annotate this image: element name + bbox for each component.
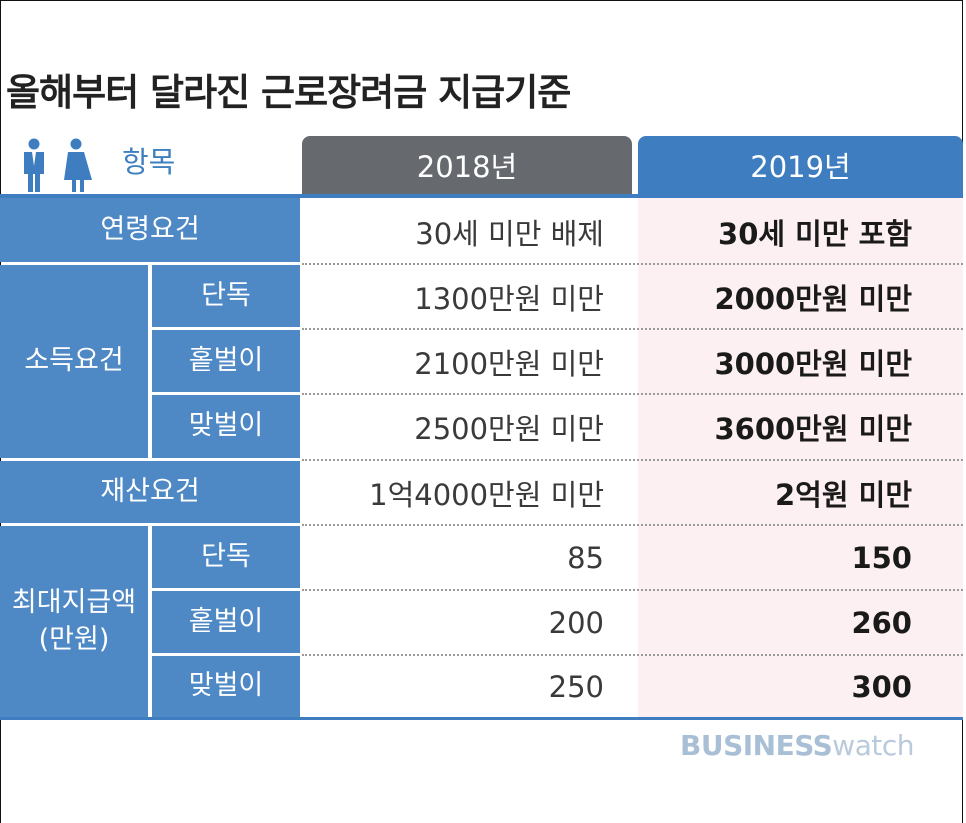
page-title: 올해부터 달라진 근로장려금 지급기준 <box>6 71 571 114</box>
header-item-label: 항목 <box>122 145 176 179</box>
value-2019-max-single: 150 <box>851 541 912 575</box>
label-max-line2: (만원) <box>38 623 110 655</box>
value-2018-max-dualearner: 250 <box>548 670 604 704</box>
value-2019-income-dualearner: 3600만원 미만 <box>714 412 912 446</box>
row-divider <box>302 589 963 591</box>
label-income-single: 단독 <box>152 265 300 327</box>
header-divider <box>0 194 963 198</box>
column-2019-background <box>638 198 963 719</box>
row-divider <box>302 524 963 526</box>
man-woman-icon <box>24 138 92 192</box>
row-divider <box>302 393 963 395</box>
brand-logo: BUSINESSwatch <box>680 732 914 760</box>
row-divider <box>302 654 963 656</box>
value-2019-asset: 2억원 미만 <box>775 478 912 512</box>
value-2018-income-oneearner: 2100만원 미만 <box>414 347 604 381</box>
value-2018-income-dualearner: 2500만원 미만 <box>414 412 604 446</box>
header-2019: 2019년 <box>638 136 963 194</box>
label-max-oneearner: 홑벌이 <box>152 591 300 653</box>
value-2019-max-oneearner: 260 <box>851 606 912 640</box>
value-2018-max-single: 85 <box>567 541 604 575</box>
label-max-line1: 최대지급액 <box>11 587 137 619</box>
label-income-oneearner: 홑벌이 <box>152 330 300 392</box>
value-2019-max-dualearner: 300 <box>851 670 912 704</box>
value-2018-max-oneearner: 200 <box>548 606 604 640</box>
row-divider <box>302 459 963 461</box>
row-divider <box>302 328 963 330</box>
label-max-dualearner: 맞벌이 <box>152 656 300 717</box>
value-2018-asset: 1억4000만원 미만 <box>369 478 604 512</box>
label-income-dualearner: 맞벌이 <box>152 395 300 458</box>
header-2018: 2018년 <box>302 136 632 194</box>
label-asset: 재산요건 <box>0 461 300 523</box>
label-max-single: 단독 <box>152 526 300 588</box>
brand-part1: BUSINESS <box>680 729 833 762</box>
label-max: 최대지급액 (만원) <box>0 526 148 717</box>
value-2018-age: 30세 미만 배제 <box>415 217 604 251</box>
value-2018-income-single: 1300만원 미만 <box>414 282 604 316</box>
label-age: 연령요건 <box>0 198 300 262</box>
row-divider <box>302 263 963 265</box>
table-bottom-line <box>0 717 963 720</box>
value-2019-age: 30세 미만 포함 <box>718 217 912 251</box>
label-income: 소득요건 <box>0 265 148 458</box>
brand-part2: watch <box>832 729 914 762</box>
value-2019-income-single: 2000만원 미만 <box>714 282 912 316</box>
value-2019-income-oneearner: 3000만원 미만 <box>714 347 912 381</box>
